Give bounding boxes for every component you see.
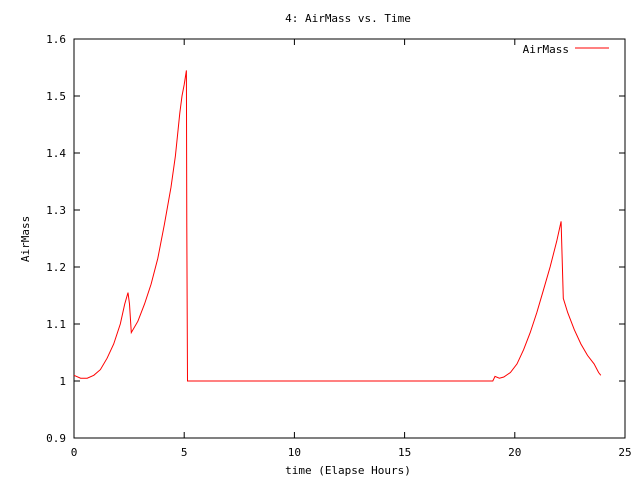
x-tick-label: 5 (181, 446, 188, 459)
series-line-airmass (73, 70, 602, 382)
y-tick-label: 1.4 (46, 147, 66, 160)
y-tick-label: 1.2 (46, 261, 66, 274)
legend-label-airmass: AirMass (523, 43, 569, 56)
series-layer (73, 70, 602, 382)
y-tick-label: 1.6 (46, 33, 66, 46)
y-tick-label: 0.9 (46, 432, 66, 445)
y-tick-label: 1.3 (46, 204, 66, 217)
y-axis-label: AirMass (19, 216, 32, 262)
x-axis-label: time (Elapse Hours) (285, 464, 411, 477)
y-tick-label: 1 (59, 375, 66, 388)
chart-title: 4: AirMass vs. Time (285, 12, 411, 25)
x-tick-label: 20 (508, 446, 521, 459)
x-tick-label: 0 (71, 446, 78, 459)
y-axis-ticks: 0.9 1 1.1 1.2 1.3 1.4 1.5 1.6 (46, 33, 625, 445)
x-axis-ticks: 0 5 10 15 20 25 (71, 39, 632, 459)
x-tick-label: 25 (618, 446, 631, 459)
plot-frame (73, 38, 626, 439)
legend: AirMass (523, 43, 609, 56)
x-tick-label: 15 (398, 446, 411, 459)
y-tick-label: 1.1 (46, 318, 66, 331)
y-tick-label: 1.5 (46, 90, 66, 103)
x-tick-label: 10 (288, 446, 301, 459)
